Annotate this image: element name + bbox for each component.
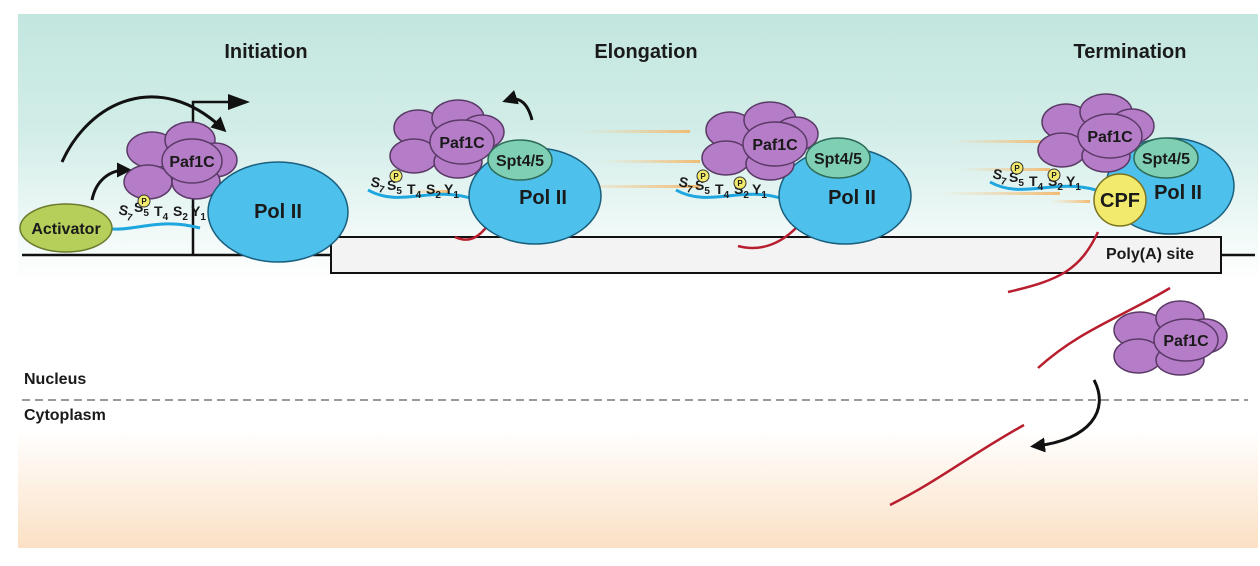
ctd-tail	[367, 188, 471, 200]
released-paf1c-label: Paf1C	[1163, 333, 1209, 350]
phospho-group	[137, 194, 151, 208]
recruitment-arrow-large	[60, 95, 227, 163]
svg-text:Y1: Y1	[191, 203, 206, 223]
nucleus-label: Nucleus	[24, 371, 86, 388]
svg-text:Y1: Y1	[444, 181, 459, 201]
phospho-label: P	[1014, 164, 1020, 173]
paf1c-complex	[389, 99, 505, 179]
svg-text:S7: S7	[991, 165, 1010, 188]
stage-title-elongation: Elongation	[594, 41, 697, 63]
svg-text:S2: S2	[426, 181, 441, 201]
svg-text:S7: S7	[117, 201, 136, 224]
polya-site-label: Poly(A) site	[1106, 246, 1194, 263]
elongation-complex-2: Pol II Paf1C Spt4/5 S7 S5 T4 S2 Y1 P P	[675, 101, 912, 250]
paf1c-complex	[701, 101, 819, 181]
released-rna	[1037, 286, 1171, 369]
svg-text:Y1: Y1	[1066, 173, 1081, 193]
svg-text:T4: T4	[1029, 173, 1044, 193]
spt45	[487, 139, 553, 181]
transcription-start-site-arrow	[191, 94, 250, 255]
activator-label: Activator	[31, 221, 100, 238]
phospho-label: P	[700, 172, 706, 181]
spt45-label: Spt4/5	[496, 153, 544, 170]
phospho-label: P	[1051, 171, 1057, 180]
spt45-label: Spt4/5	[814, 151, 862, 168]
stage-title-initiation: Initiation	[224, 41, 307, 63]
paf1c-complex	[123, 121, 238, 200]
ctd-tail	[989, 180, 1097, 192]
background-panel	[18, 14, 1258, 548]
cpf	[1093, 173, 1147, 227]
svg-text:T4: T4	[715, 181, 730, 201]
phospho-group	[1010, 161, 1024, 175]
phospho-label: P	[393, 172, 399, 181]
ctd-residues: S7 S5 T4 S2 Y1	[117, 199, 206, 224]
svg-text:T4: T4	[407, 181, 422, 201]
ctd-residues: S7 S5 T4 S2 Y1	[369, 173, 459, 201]
svg-text:S5: S5	[134, 199, 149, 219]
motion-streaks	[408, 130, 1090, 203]
termination-complex: Pol II Paf1C Spt4/5 CPF S7 S5 T4 S2 Y1 P…	[989, 93, 1235, 294]
pol2	[207, 161, 349, 263]
rna-transcript	[737, 227, 797, 250]
paf1c-label: Paf1C	[169, 154, 215, 171]
phospho-group	[1047, 168, 1061, 182]
spt45-label: Spt4/5	[1142, 151, 1190, 168]
svg-text:T4: T4	[154, 203, 169, 223]
pol2-label: Pol II	[254, 201, 302, 223]
recruitment-arrow-small	[90, 162, 132, 201]
pol2-label: Pol II	[828, 187, 876, 209]
phospho-group	[696, 169, 710, 183]
svg-text:S7: S7	[677, 173, 696, 196]
stage-title-termination: Termination	[1074, 41, 1187, 63]
exported-rna	[889, 423, 1025, 507]
elongation-complex-1: Pol II Paf1C Spt4/5 S7 S5 T4 S2 Y1 P	[367, 90, 602, 245]
phospho-group	[733, 176, 747, 190]
initiation-complex: Activator Paf1C S7 S5 T4 S2 Y1 P Pol II	[19, 95, 349, 263]
phospho-group	[389, 169, 403, 183]
spt45	[805, 137, 871, 179]
activator	[19, 203, 113, 253]
paf1c-complex	[1037, 93, 1155, 173]
paf1c-label: Paf1C	[439, 135, 485, 152]
svg-text:S7: S7	[369, 173, 388, 196]
export-arrow	[1030, 379, 1101, 453]
released-paf1c	[1113, 300, 1228, 376]
svg-text:S5: S5	[387, 177, 402, 197]
spt45	[1133, 137, 1199, 179]
phospho-label: P	[141, 197, 147, 206]
ctd-residues: S7 S5 T4 S2 Y1	[991, 165, 1081, 193]
ctd-tail	[675, 188, 781, 200]
cytoplasm-label: Cytoplasm	[24, 407, 106, 424]
svg-text:S2: S2	[173, 203, 188, 223]
rna-transcript	[1007, 231, 1100, 294]
pol2-label: Pol II	[1154, 182, 1202, 204]
paf1c-label: Paf1C	[1087, 129, 1133, 146]
pol2-label: Pol II	[519, 187, 567, 209]
paf1c-label: Paf1C	[752, 137, 798, 154]
phospho-label: P	[737, 179, 743, 188]
cpf-label: CPF	[1100, 190, 1140, 212]
released-products: Paf1C	[889, 286, 1228, 507]
svg-text:S5: S5	[1009, 169, 1024, 189]
svg-text:Y1: Y1	[752, 181, 767, 201]
svg-text:S5: S5	[695, 177, 710, 197]
feedback-arrow	[502, 90, 534, 121]
